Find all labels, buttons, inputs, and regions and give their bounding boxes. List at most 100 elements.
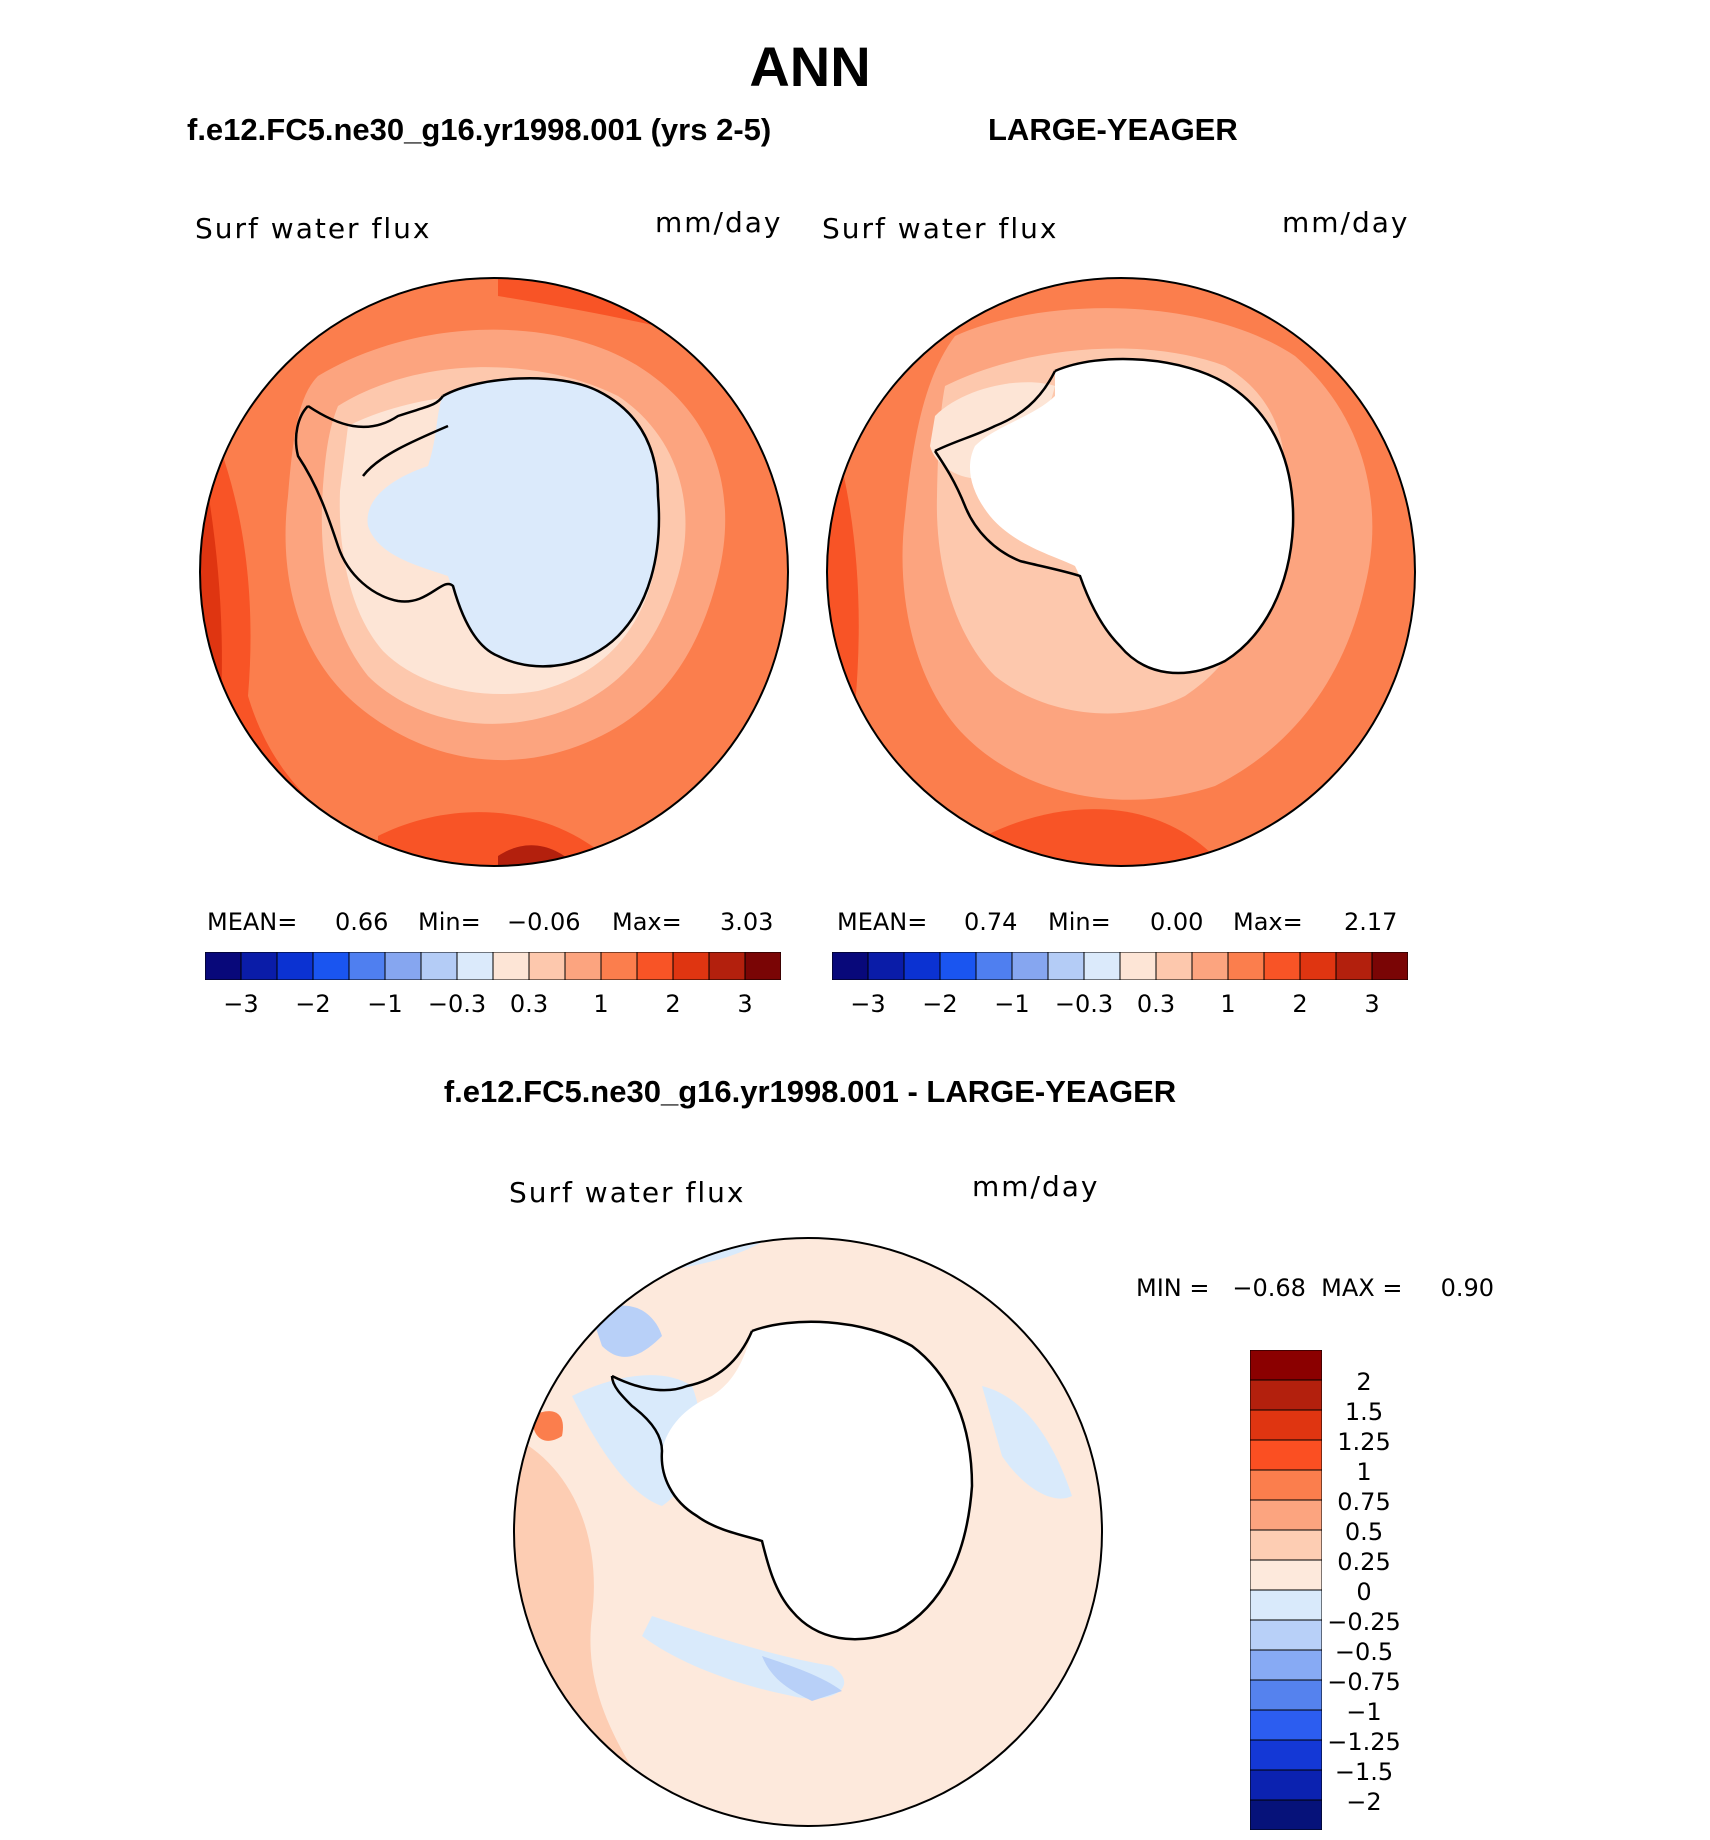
colorbar-swatch xyxy=(1083,952,1121,980)
colorbar-swatch xyxy=(1191,952,1229,980)
colorbar-swatch xyxy=(1250,1409,1322,1441)
colorbar-swatch xyxy=(420,952,458,980)
colorbar-swatch xyxy=(1335,952,1373,980)
diff-min-max-stats: MIN = −0.68 MAX = 0.90 xyxy=(1136,1274,1495,1302)
diff-units-label: mm/day xyxy=(972,1170,1100,1203)
colorbar-swatch xyxy=(1250,1439,1322,1471)
panel-2-min-label: Min= xyxy=(1048,908,1111,936)
colorbar-tick-label: 0.3 xyxy=(1136,990,1176,1018)
panel-1-min-value: −0.06 xyxy=(507,908,581,936)
colorbar-swatch xyxy=(672,952,710,980)
colorbar-tick-label: 0.25 xyxy=(1337,1548,1391,1576)
colorbar-tick-label: 1.25 xyxy=(1337,1428,1391,1456)
panel-2-mean-value: 0.74 xyxy=(964,908,1018,936)
panel-1-max-value: 3.03 xyxy=(720,908,774,936)
colorbar-tick-label: 1 xyxy=(593,990,609,1018)
panel-1-colorbar-ticks: −3 −2 −1 −0.3 0.3 1 2 3 xyxy=(205,990,781,1020)
colorbar-swatch xyxy=(867,952,905,980)
colorbar-swatch xyxy=(1250,1769,1322,1801)
colorbar-swatch xyxy=(1250,1589,1322,1621)
colorbar-swatch xyxy=(456,952,494,980)
panel-1-min-label: Min= xyxy=(418,908,481,936)
colorbar-tick-label: −0.5 xyxy=(1334,1638,1394,1666)
colorbar-swatch xyxy=(492,952,530,980)
colorbar-swatch xyxy=(276,952,314,980)
season-title: ANN xyxy=(749,35,871,98)
panel-1-mean-value: 0.66 xyxy=(335,908,389,936)
colorbar-tick-label: 2 xyxy=(1292,990,1308,1018)
colorbar-tick-label: −0.25 xyxy=(1327,1608,1401,1636)
colorbar-swatch xyxy=(939,952,977,980)
colorbar-swatch xyxy=(1119,952,1157,980)
colorbar-tick-label: 2 xyxy=(665,990,681,1018)
colorbar-tick-label: 0 xyxy=(1356,1578,1372,1606)
panel-2-polar-map xyxy=(826,277,1416,867)
colorbar-swatch xyxy=(708,952,746,980)
colorbar-swatch xyxy=(205,952,242,980)
panel-1-case-title: f.e12.FC5.ne30_g16.yr1998.001 (yrs 2-5) xyxy=(187,112,772,147)
colorbar-tick-label: −0.3 xyxy=(427,990,487,1018)
colorbar-tick-label: 1 xyxy=(1220,990,1236,1018)
colorbar-tick-label: −3 xyxy=(850,990,886,1018)
diff-colorbar xyxy=(1250,1350,1322,1830)
colorbar-tick-label: −1.5 xyxy=(1334,1758,1394,1786)
diff-title: f.e12.FC5.ne30_g16.yr1998.001 - LARGE-YE… xyxy=(443,1074,1177,1109)
colorbar-tick-label: −1 xyxy=(994,990,1030,1018)
panel-2-max-label: Max= xyxy=(1233,908,1303,936)
colorbar-swatch xyxy=(528,952,566,980)
colorbar-tick-label: −3 xyxy=(223,990,259,1018)
colorbar-swatch xyxy=(1299,952,1337,980)
colorbar-swatch xyxy=(1250,1619,1322,1651)
colorbar-tick-label: −2 xyxy=(922,990,958,1018)
colorbar-tick-label: 0.75 xyxy=(1337,1488,1391,1516)
colorbar-tick-label: −0.3 xyxy=(1054,990,1114,1018)
colorbar-tick-label: −1 xyxy=(367,990,403,1018)
panel-1-mean-label: MEAN= xyxy=(207,908,298,936)
colorbar-swatch xyxy=(1250,1469,1322,1501)
panel-2-variable-label: Surf water flux xyxy=(822,212,1059,245)
panel-1-max-label: Max= xyxy=(612,908,682,936)
panel-2-case-title: LARGE-YEAGER xyxy=(988,112,1238,147)
colorbar-swatch xyxy=(564,952,602,980)
colorbar-tick-label: 2 xyxy=(1356,1368,1372,1396)
panel-2-max-value: 2.17 xyxy=(1344,908,1398,936)
colorbar-tick-label: 1.5 xyxy=(1344,1398,1384,1426)
colorbar-tick-label: −0.75 xyxy=(1327,1668,1401,1696)
colorbar-swatch xyxy=(1250,1709,1322,1741)
colorbar-swatch xyxy=(384,952,422,980)
colorbar-swatch xyxy=(832,952,869,980)
diff-polar-map xyxy=(513,1237,1103,1827)
colorbar-swatch xyxy=(636,952,674,980)
colorbar-tick-label: −1.25 xyxy=(1327,1728,1401,1756)
panel-1-variable-label: Surf water flux xyxy=(195,212,432,245)
colorbar-swatch xyxy=(1250,1350,1322,1381)
colorbar-swatch xyxy=(1250,1499,1322,1531)
colorbar-swatch xyxy=(1047,952,1085,980)
colorbar-swatch xyxy=(600,952,638,980)
colorbar-swatch xyxy=(240,952,278,980)
panel-2-min-value: 0.00 xyxy=(1150,908,1204,936)
panel-2-colorbar-ticks: −3 −2 −1 −0.3 0.3 1 2 3 xyxy=(832,990,1408,1020)
colorbar-tick-label: 3 xyxy=(737,990,753,1018)
colorbar-swatch xyxy=(975,952,1013,980)
colorbar-swatch xyxy=(1250,1379,1322,1411)
colorbar-swatch xyxy=(1227,952,1265,980)
colorbar-swatch xyxy=(312,952,350,980)
colorbar-swatch xyxy=(1263,952,1301,980)
colorbar-tick-label: −2 xyxy=(1346,1788,1382,1816)
colorbar-swatch xyxy=(1250,1679,1322,1711)
colorbar-tick-label: −1 xyxy=(1346,1698,1382,1726)
panel-2-mean-label: MEAN= xyxy=(837,908,928,936)
colorbar-swatch xyxy=(1155,952,1193,980)
panel-1-colorbar xyxy=(205,952,781,980)
colorbar-tick-label: −2 xyxy=(295,990,331,1018)
colorbar-tick-label: 0.3 xyxy=(509,990,549,1018)
colorbar-tick-label: 0.5 xyxy=(1344,1518,1384,1546)
colorbar-swatch xyxy=(1011,952,1049,980)
colorbar-tick-label: 1 xyxy=(1356,1458,1372,1486)
panel-2-colorbar xyxy=(832,952,1408,980)
panel-2-units-label: mm/day xyxy=(1282,206,1410,239)
colorbar-swatch xyxy=(1250,1739,1322,1771)
colorbar-swatch xyxy=(1250,1649,1322,1681)
colorbar-swatch xyxy=(348,952,386,980)
